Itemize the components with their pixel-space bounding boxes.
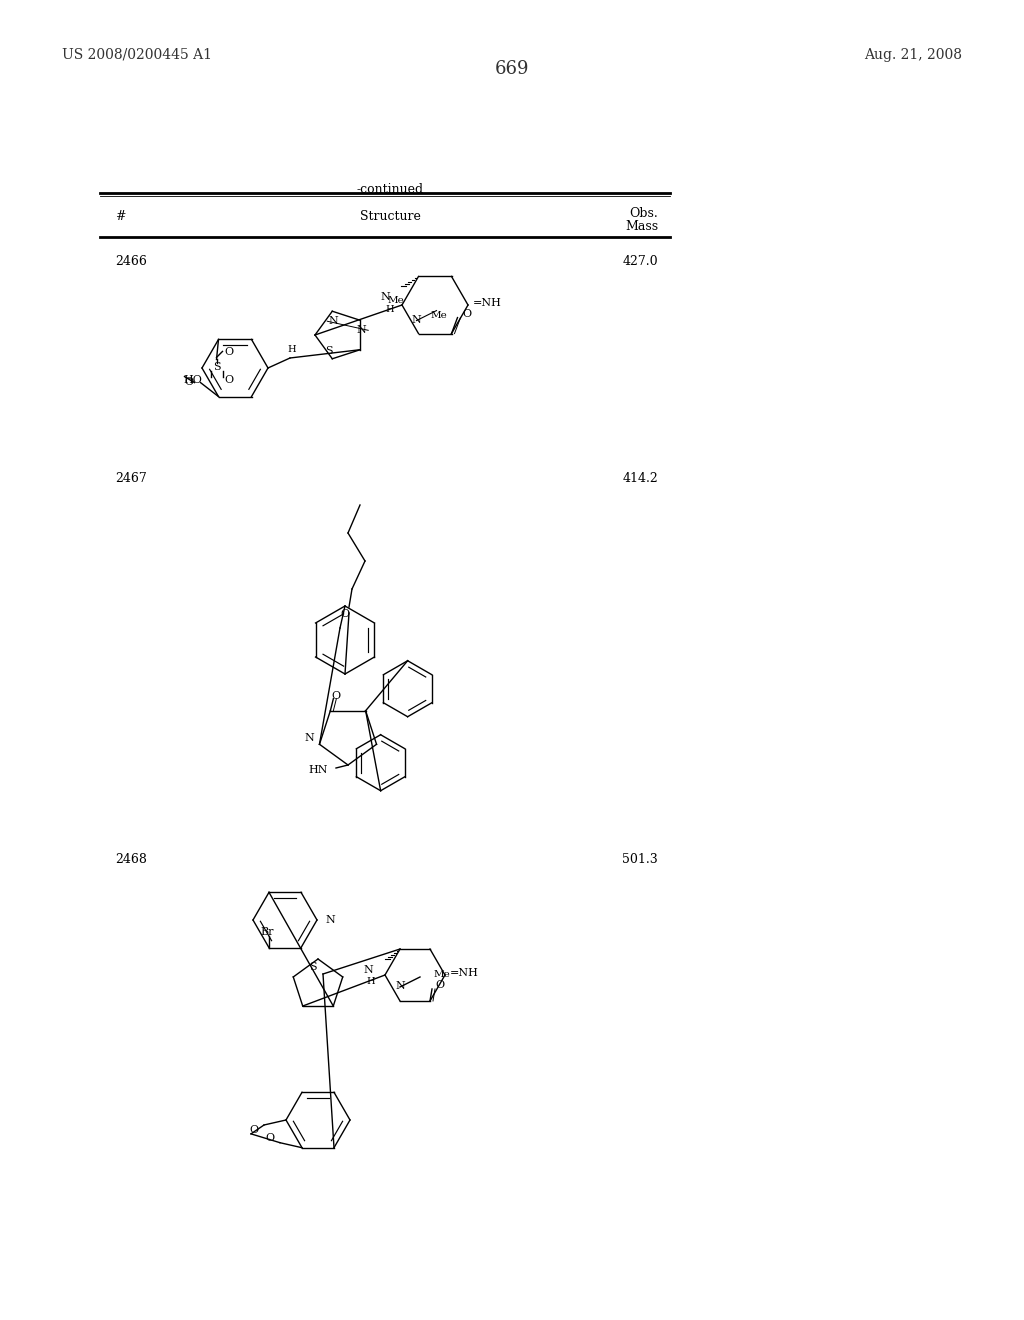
Text: O: O <box>224 347 233 358</box>
Text: 501.3: 501.3 <box>623 853 658 866</box>
Text: H: H <box>385 305 394 314</box>
Text: O: O <box>435 979 444 990</box>
Text: 2466: 2466 <box>115 255 146 268</box>
Text: N: N <box>412 314 421 325</box>
Text: HN: HN <box>308 766 328 775</box>
Text: N: N <box>325 915 335 925</box>
Text: Me: Me <box>434 970 451 979</box>
Text: H: H <box>288 345 296 354</box>
Text: 2468: 2468 <box>115 853 146 866</box>
Text: #: # <box>115 210 126 223</box>
Text: US 2008/0200445 A1: US 2008/0200445 A1 <box>62 48 212 62</box>
Text: N: N <box>380 292 390 302</box>
Text: Mass: Mass <box>625 220 658 234</box>
Text: O: O <box>184 376 194 387</box>
Text: N: N <box>356 325 367 335</box>
Text: Me: Me <box>387 297 403 305</box>
Text: S: S <box>309 962 316 972</box>
Text: Aug. 21, 2008: Aug. 21, 2008 <box>864 48 962 62</box>
Text: H: H <box>367 977 375 986</box>
Text: N: N <box>329 317 338 326</box>
Text: O: O <box>266 1133 275 1143</box>
Text: O: O <box>224 375 233 385</box>
Text: =NH: =NH <box>473 298 502 308</box>
Text: 669: 669 <box>495 59 529 78</box>
Text: 427.0: 427.0 <box>623 255 658 268</box>
Text: Obs.: Obs. <box>630 207 658 220</box>
Text: N: N <box>395 981 404 991</box>
Text: 414.2: 414.2 <box>623 473 658 484</box>
Text: Me: Me <box>430 312 447 319</box>
Text: O: O <box>250 1125 259 1135</box>
Text: 2467: 2467 <box>115 473 146 484</box>
Text: S: S <box>326 346 333 356</box>
Text: -continued: -continued <box>356 183 424 195</box>
Text: HO: HO <box>183 375 203 385</box>
Text: Structure: Structure <box>359 210 421 223</box>
Text: =NH: =NH <box>450 968 479 978</box>
Text: N: N <box>304 734 314 743</box>
Text: O: O <box>332 690 341 701</box>
Text: O: O <box>340 609 349 619</box>
Text: S: S <box>213 363 220 372</box>
Text: N: N <box>364 965 373 975</box>
Text: O: O <box>463 309 472 318</box>
Text: Br: Br <box>260 927 273 937</box>
